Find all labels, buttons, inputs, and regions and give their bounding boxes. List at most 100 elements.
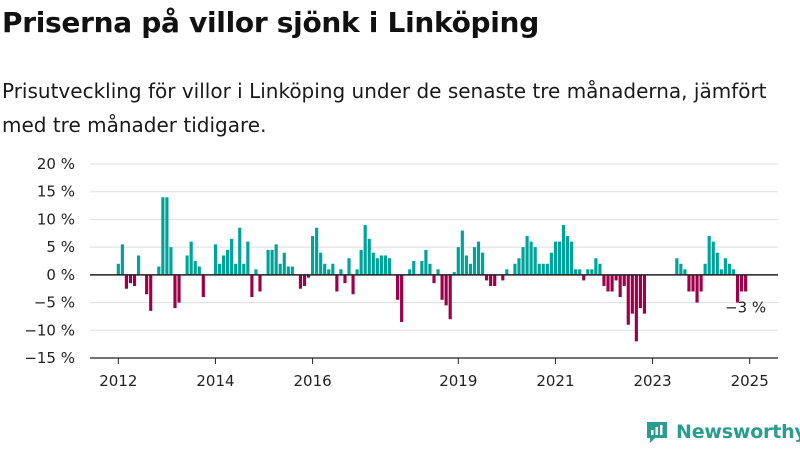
bar <box>128 274 133 284</box>
bar <box>375 258 379 275</box>
bar <box>436 269 440 275</box>
bar <box>541 263 545 275</box>
bar <box>149 274 153 311</box>
bar <box>570 241 574 275</box>
bar <box>290 266 294 275</box>
bar <box>618 274 622 298</box>
bar <box>703 263 707 275</box>
bar <box>695 274 699 303</box>
bar <box>464 255 468 275</box>
bar <box>622 274 626 286</box>
bar <box>193 261 197 275</box>
bar <box>157 266 161 275</box>
bar <box>525 236 529 275</box>
bar <box>480 252 485 275</box>
bar <box>412 261 416 275</box>
x-tick-label: 2023 <box>633 372 671 390</box>
bar <box>226 249 230 275</box>
bar <box>468 263 473 275</box>
bar <box>711 241 715 275</box>
bar <box>679 263 683 275</box>
bar <box>319 252 323 275</box>
bar <box>238 227 242 275</box>
bar <box>638 274 642 309</box>
bar <box>315 227 319 275</box>
bar <box>521 247 525 275</box>
bar <box>476 241 481 275</box>
bar <box>537 263 541 275</box>
bar <box>460 230 464 275</box>
bars <box>116 197 748 342</box>
bar <box>598 263 602 275</box>
bar <box>379 255 383 275</box>
bar <box>740 274 744 292</box>
bar <box>731 269 736 275</box>
bar <box>347 258 351 275</box>
bar <box>561 224 566 275</box>
y-tick-label: 0 % <box>46 266 75 284</box>
bar <box>254 269 258 275</box>
bar <box>440 274 444 300</box>
bar <box>351 274 355 295</box>
page-subtitle: Prisutveckling för villor i Linköping un… <box>2 79 767 137</box>
bar <box>699 274 703 292</box>
bar <box>533 247 537 275</box>
y-tick-label: 15 % <box>37 183 75 201</box>
bar <box>120 244 124 275</box>
bar <box>727 263 732 275</box>
bar <box>634 274 638 342</box>
bar <box>165 197 169 275</box>
bar <box>145 274 149 295</box>
bar <box>201 274 205 298</box>
y-tick-label: 20 % <box>37 155 75 173</box>
bar <box>517 258 521 275</box>
bar <box>501 274 505 281</box>
page-title: Priserna på villor sjönk i Linköping <box>2 6 539 39</box>
brand-logo: Newsworthy <box>644 419 800 445</box>
bar <box>578 269 582 275</box>
bar <box>266 249 270 275</box>
bar <box>428 263 432 275</box>
bar <box>448 274 452 320</box>
bar <box>557 241 562 275</box>
bar <box>169 247 173 275</box>
bar <box>590 269 594 275</box>
bar <box>367 238 371 275</box>
bar <box>513 263 517 275</box>
bar <box>691 274 695 292</box>
bar <box>250 274 254 298</box>
bar <box>626 274 630 325</box>
y-tick-label: −10 % <box>24 321 75 339</box>
x-tick-label: 2025 <box>731 372 769 390</box>
bar <box>707 236 711 275</box>
bar <box>553 241 557 275</box>
bar <box>282 252 286 275</box>
bar <box>278 263 282 275</box>
bar <box>574 269 578 275</box>
bar <box>744 274 748 292</box>
bar <box>270 249 274 275</box>
bar <box>602 274 606 286</box>
bar <box>242 263 246 275</box>
bar <box>489 274 493 286</box>
bar <box>298 274 303 289</box>
bar <box>383 255 388 275</box>
bar <box>723 258 727 275</box>
bar <box>444 274 448 306</box>
x-tick-label: 2019 <box>439 372 477 390</box>
x-tick-label: 2016 <box>293 372 331 390</box>
bar <box>177 274 181 303</box>
x-tick-label: 2012 <box>99 372 137 390</box>
bar <box>136 255 141 275</box>
bar <box>610 274 614 292</box>
bar <box>230 238 234 275</box>
bar <box>549 252 553 275</box>
bar <box>359 249 363 275</box>
bar <box>408 269 412 275</box>
bar <box>331 263 335 275</box>
bar <box>715 252 719 275</box>
bar <box>335 274 339 292</box>
bar <box>529 241 533 275</box>
bar <box>586 269 590 275</box>
